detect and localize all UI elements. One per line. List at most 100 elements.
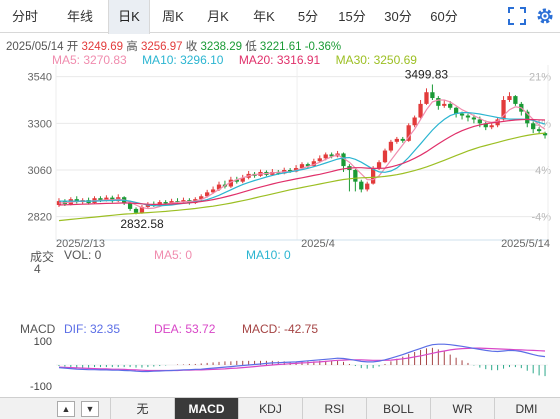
indicator-tab[interactable]: WR [430, 398, 494, 419]
tab-period[interactable]: 年K [253, 9, 275, 24]
candle-body [317, 158, 322, 162]
candle-body [418, 103, 423, 118]
candle-body [459, 113, 465, 116]
candle-body [56, 201, 62, 205]
candle-body [453, 107, 459, 114]
candle-body [483, 123, 488, 128]
candle-body [542, 133, 548, 136]
candle-body [240, 177, 245, 182]
indicator-tabbar: ▲ ▼ 无 MACD KDJ RSI BOLL WR DMI [0, 397, 560, 419]
candle-body [370, 168, 376, 184]
info-date: 2025/05/14 [6, 41, 64, 53]
candle-body [311, 161, 316, 167]
tab-period[interactable]: 月K [207, 9, 229, 24]
candle-body [199, 196, 204, 200]
pct-tick-label: 4% [535, 165, 551, 177]
x-tick-label: 2025/5/14 [501, 238, 550, 250]
ma-line-ma5 [58, 99, 546, 210]
ma20-legend: MA20: 3316.91 [238, 53, 321, 67]
candle-body [359, 181, 364, 190]
indicator-tab[interactable]: BOLL [366, 398, 430, 419]
ma-legend: MA5: 3270.83 MA10: 3296.10 MA20: 3316.91… [52, 53, 429, 67]
low-label: 低 [245, 41, 257, 53]
candle-body [400, 138, 405, 141]
pct-tick-label: -4% [531, 212, 551, 224]
tab-period[interactable]: 年线 [66, 9, 93, 24]
candle-body [513, 96, 518, 104]
macd-value: MACD: -42.75 [242, 322, 319, 336]
candle-body [104, 197, 109, 201]
candle-body [388, 141, 394, 151]
period-tabbar: 分时 年线 日K 周K 月K 年K 5分 15分 30分 60分 [0, 0, 560, 34]
close-label: 收 [185, 41, 198, 53]
dea-value: DEA: 53.72 [154, 322, 216, 336]
y-tick-label: 3060 [28, 165, 52, 177]
ma-line-ma30 [58, 132, 546, 222]
indicator-tab[interactable]: 无 [110, 398, 174, 419]
candle-body [323, 154, 328, 159]
vol-value: VOL: 0 [64, 248, 102, 262]
ma-line-ma20 [58, 118, 546, 206]
tab-period[interactable]: 15分 [338, 9, 366, 24]
candle-body [376, 162, 382, 169]
tab-period[interactable]: 日K [108, 0, 150, 34]
candle-body [216, 184, 222, 190]
candle-body [181, 200, 186, 203]
volume-max: 4 [34, 262, 41, 276]
tab-period[interactable]: 5分 [297, 9, 319, 24]
macd-chart: 100 -100 [30, 336, 548, 393]
candle-body [465, 115, 471, 118]
ohlc-info: 2025/05/14 开 3249.69 高 3256.97 收 3238.29… [6, 38, 341, 54]
candle-body [536, 129, 542, 132]
change-value: -0.36% [304, 41, 342, 53]
candle-body [442, 103, 447, 106]
candle-body [133, 208, 139, 213]
ma30-legend: MA30: 3250.69 [335, 53, 417, 67]
tab-period[interactable]: 60分 [430, 9, 458, 24]
x-tick-label: 2025/4 [301, 238, 335, 250]
high-value: 3256.97 [140, 41, 183, 53]
settings-gear-icon[interactable] [536, 7, 554, 25]
candle-body [471, 117, 477, 120]
candle-body [163, 202, 168, 204]
candle-body [394, 138, 399, 142]
scroll-left-button[interactable]: ▲ [57, 401, 75, 417]
candle-body [210, 189, 216, 193]
candle-body [477, 119, 482, 124]
indicator-tab[interactable]: KDJ [238, 398, 302, 419]
indicator-tab[interactable]: RSI [302, 398, 366, 419]
ma10-legend: MA10: 3296.10 [142, 53, 224, 67]
candle-body [341, 153, 346, 167]
candle-body [507, 96, 512, 100]
fullscreen-icon[interactable] [508, 7, 526, 25]
close-value: 3238.29 [200, 41, 243, 53]
dif-line [58, 343, 546, 373]
candle-body [430, 92, 435, 99]
candle-body [353, 170, 358, 182]
candle-body [329, 154, 334, 157]
volume-panel [0, 260, 560, 320]
indicator-tab[interactable]: MACD [174, 398, 238, 419]
candle-body [299, 164, 305, 169]
high-label: 高 [126, 41, 138, 53]
pct-tick-label: 21% [529, 72, 551, 84]
y-tick-label: 2820 [28, 212, 52, 224]
ma5-legend: MA5: 3270.83 [52, 53, 127, 67]
candle-body [501, 100, 506, 120]
macd-label: MACD [20, 322, 56, 336]
vol-ma10: MA10: 0 [246, 248, 291, 262]
candle-body [175, 201, 180, 203]
tab-period[interactable]: 分时 [11, 9, 38, 24]
scroll-right-button[interactable]: ▼ [81, 401, 99, 417]
open-label: 开 [66, 41, 79, 53]
macd-top-label: 100 [34, 336, 52, 348]
tab-period[interactable]: 周K [162, 9, 184, 24]
candlestick-chart[interactable]: 3540 21%3300 4%3060 4%2820 -4%2025/2/13 2025/… [0, 55, 560, 250]
indicator-tab[interactable]: DMI [494, 398, 558, 419]
y-tick-label: 3300 [28, 118, 52, 130]
candle-body [228, 179, 234, 187]
candle-body [139, 206, 145, 213]
tab-period[interactable]: 30分 [384, 9, 412, 24]
candle-body [205, 192, 210, 197]
candle-body [98, 198, 103, 201]
